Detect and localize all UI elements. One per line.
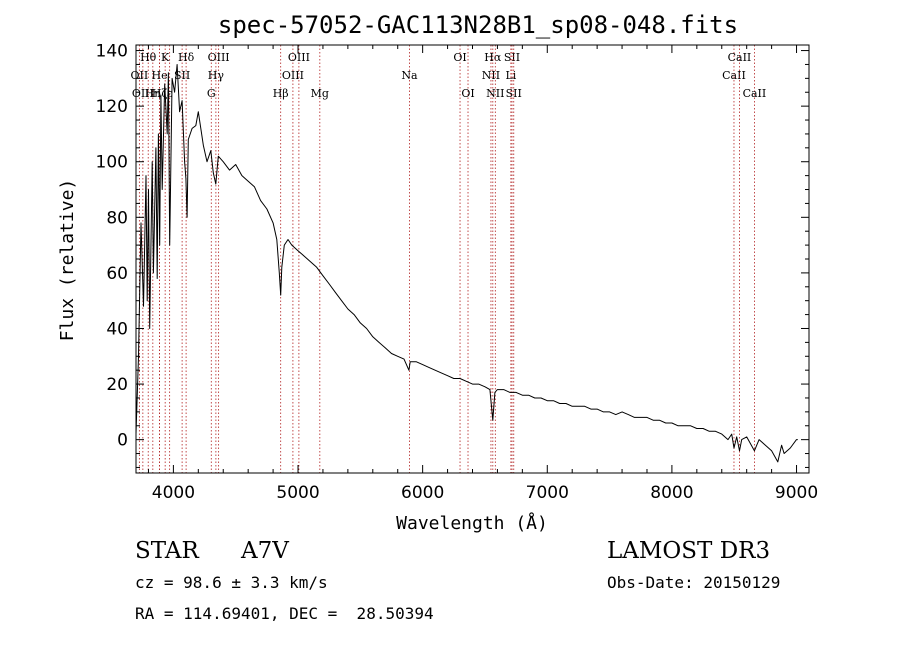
x-tick-label: 9000 <box>775 483 818 503</box>
axis-ticks: 4000 5000 6000 7000 8000 9000 0 20 40 60 80 100 120 1… <box>96 42 819 503</box>
y-tick-label: 80 <box>106 208 128 228</box>
object-class: STAR <box>135 538 199 564</box>
spectral-line-label: Li <box>505 69 516 82</box>
y-tick-label: 40 <box>106 319 128 339</box>
spectral-line-label: Hδ <box>178 51 195 64</box>
spectral-line-label: K <box>161 51 170 64</box>
x-tick-label: 8000 <box>650 483 693 503</box>
y-tick-label: 20 <box>106 375 128 395</box>
x-tick-label: 4000 <box>152 483 195 503</box>
y-axis-label: Flux (relative) <box>57 179 78 342</box>
spectral-line-label: SII <box>504 51 520 64</box>
y-tick-label: 0 <box>117 431 128 451</box>
observation-date: Obs-Date: 20150129 <box>607 573 781 592</box>
spectral-line-label: OI <box>461 87 474 100</box>
spectrum-series <box>135 64 798 463</box>
x-tick-label: 6000 <box>401 483 444 503</box>
spectral-line-label: Hη <box>145 87 161 100</box>
spectral-line-label: OII <box>131 69 149 82</box>
spectral-line-label: SII <box>506 87 522 100</box>
spectral-line-label: OIII <box>208 51 230 64</box>
y-tick-label: 140 <box>96 42 128 62</box>
spectral-line-label: Hβ <box>273 87 289 100</box>
spectral-line-label: OIII <box>288 51 310 64</box>
spectral-line-label: CaII <box>743 87 767 100</box>
survey-name: LAMOST DR3 <box>607 538 771 564</box>
y-tick-label: 100 <box>96 153 128 173</box>
spectral-line-label: Hγ <box>208 69 225 82</box>
spectral-line-label: He <box>152 69 168 82</box>
spectral-line-label: OIII <box>282 69 304 82</box>
spectral-line-label: ε <box>167 87 173 100</box>
x-axis-label: Wavelength (Å) <box>396 512 548 534</box>
spectral-line-label: OI <box>453 51 466 64</box>
spectral-line-label: CaII <box>722 69 746 82</box>
spectral-line-label: NII <box>482 69 500 82</box>
spectral-line-label: OIII <box>132 87 154 100</box>
spectral-line-markers: OII OIII Hθ Hη He ε K Hζ Hδ SII OIII Hγ G Hβ OIII OIII M… <box>131 45 767 473</box>
chart-title: spec-57052-GAC113N28B1_sp08-048.fits <box>218 11 738 39</box>
spectral-line-label: G <box>207 87 216 100</box>
spectral-line-label: Hζ <box>152 87 168 100</box>
y-tick-label: 120 <box>96 97 128 117</box>
spectral-line-label: Mg <box>311 87 329 100</box>
coordinates: RA = 114.69401, DEC = 28.50394 <box>135 604 434 623</box>
spectral-line-label: Na <box>401 69 418 82</box>
spectrum-line <box>135 64 798 463</box>
x-tick-label: 7000 <box>526 483 569 503</box>
spectral-line-label: NII <box>486 87 504 100</box>
y-tick-label: 60 <box>106 264 128 284</box>
spectral-line-label: CaII <box>728 51 752 64</box>
x-tick-label: 5000 <box>276 483 319 503</box>
object-subclass: A7V <box>241 538 289 564</box>
redshift-velocity: cz = 98.6 ± 3.3 km/s <box>135 573 328 592</box>
spectral-line-label: Hθ <box>140 51 157 64</box>
spectral-line-label: Hα <box>484 51 502 64</box>
plot-frame <box>135 44 810 474</box>
